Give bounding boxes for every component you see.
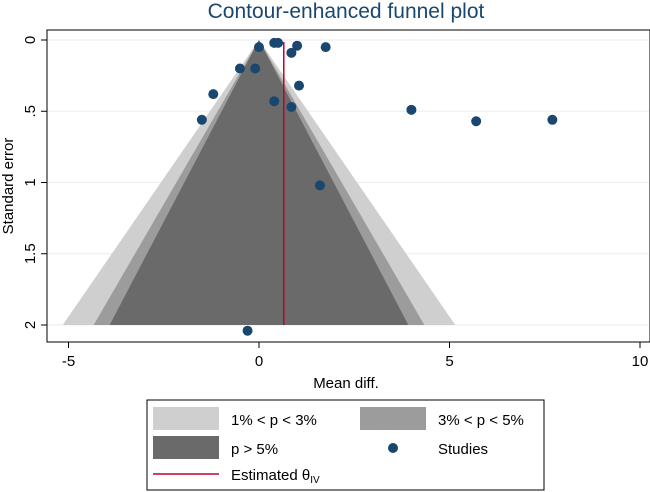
legend: 1% < p < 3% 3% < p < 5% p > 5% Studies E… bbox=[146, 399, 545, 491]
study-point bbox=[242, 325, 253, 336]
x-axis-label: Mean diff. bbox=[313, 375, 379, 392]
legend-swatch-gt-5 bbox=[153, 436, 219, 459]
y-tick-label: 1.5 bbox=[22, 243, 39, 264]
y-axis-ticks: 0 .5 1 1.5 2 bbox=[22, 36, 47, 329]
y-tick-label: .5 bbox=[22, 105, 39, 118]
x-tick-label: 5 bbox=[445, 353, 453, 370]
study-point bbox=[294, 80, 305, 91]
study-point bbox=[547, 114, 558, 125]
study-point bbox=[273, 37, 284, 48]
study-point bbox=[250, 63, 261, 74]
study-point bbox=[286, 47, 297, 58]
study-point bbox=[196, 114, 207, 125]
y-tick-label: 0 bbox=[22, 36, 39, 44]
y-axis-label: Standard error bbox=[0, 138, 17, 235]
legend-label-estimate-main: Estimated θ bbox=[231, 467, 310, 484]
legend-label-gt-5: p > 5% bbox=[231, 441, 278, 458]
study-point bbox=[471, 116, 482, 127]
study-points bbox=[196, 37, 558, 336]
legend-swatch-3-5 bbox=[360, 407, 426, 430]
study-point bbox=[320, 42, 331, 53]
study-point bbox=[269, 96, 280, 107]
legend-label-estimate: Estimated θIV bbox=[231, 467, 320, 486]
study-point bbox=[406, 104, 417, 115]
legend-label-studies: Studies bbox=[438, 441, 488, 458]
x-tick-label: 10 bbox=[632, 353, 649, 370]
x-tick-label: 0 bbox=[255, 353, 263, 370]
legend-label-1-3: 1% < p < 3% bbox=[231, 412, 317, 429]
x-tick-label: -5 bbox=[62, 353, 75, 370]
y-tick-label: 1 bbox=[22, 178, 39, 186]
legend-label-estimate-sub: IV bbox=[310, 475, 320, 486]
y-tick-label: 2 bbox=[22, 321, 39, 329]
legend-label-3-5: 3% < p < 5% bbox=[438, 412, 524, 429]
study-point bbox=[314, 180, 325, 191]
study-point bbox=[208, 89, 219, 100]
study-point bbox=[234, 63, 245, 74]
legend-swatch-studies bbox=[388, 443, 398, 453]
study-point bbox=[254, 42, 264, 53]
study-point bbox=[292, 40, 303, 51]
study-point bbox=[286, 101, 297, 112]
funnel-band-gt-5 bbox=[109, 40, 409, 325]
x-axis-ticks: -5 0 5 10 bbox=[62, 342, 649, 370]
chart-title: Contour-enhanced funnel plot bbox=[208, 0, 485, 23]
funnel-contour-bands bbox=[62, 40, 456, 325]
legend-swatch-1-3 bbox=[153, 407, 219, 430]
